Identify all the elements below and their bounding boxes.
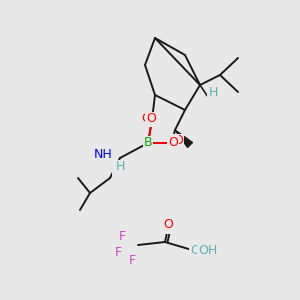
Text: H: H: [208, 86, 218, 100]
Text: F: F: [118, 230, 126, 244]
Text: H: H: [208, 88, 218, 101]
Text: NH: NH: [94, 148, 112, 160]
Text: O: O: [146, 112, 156, 125]
Text: B: B: [144, 136, 152, 149]
Text: OH: OH: [190, 244, 210, 256]
Text: OH: OH: [198, 244, 217, 256]
Text: H: H: [115, 160, 125, 173]
Text: O: O: [163, 218, 173, 232]
Polygon shape: [175, 130, 193, 148]
Text: O: O: [163, 220, 173, 232]
Text: H: H: [113, 161, 123, 175]
Text: NH: NH: [94, 148, 112, 161]
Text: O: O: [168, 136, 178, 148]
Text: F: F: [114, 247, 122, 260]
Text: O: O: [141, 112, 151, 124]
Text: F: F: [118, 230, 126, 242]
Text: B: B: [144, 136, 152, 149]
Text: F: F: [126, 254, 134, 266]
Text: F: F: [114, 245, 122, 259]
Text: O: O: [173, 134, 183, 148]
Text: F: F: [128, 254, 136, 266]
